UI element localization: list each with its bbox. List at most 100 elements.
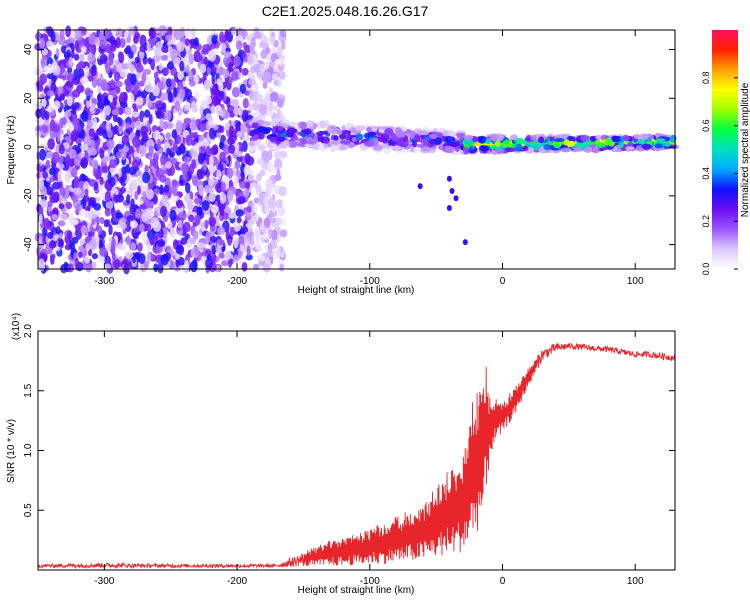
spectrogram-cell [47, 138, 55, 150]
spectrogram-cell [153, 220, 162, 232]
spectrogram-cell [243, 45, 252, 54]
spectrogram-cell [236, 216, 242, 224]
spectrogram-cell [80, 225, 87, 235]
spectrogram-cell [75, 203, 82, 212]
spectrogram-cell [276, 46, 283, 59]
spectrogram-cell [504, 147, 511, 152]
spectrogram-x-tick-label: -300 [94, 276, 114, 287]
spectrogram-cell [109, 36, 116, 45]
spectrogram-cell [154, 47, 162, 57]
spectrogram-cell [167, 122, 172, 129]
spectrogram-cell [299, 121, 308, 130]
spectrogram-cell [148, 36, 156, 47]
spectrogram-cell [640, 133, 650, 140]
spectrogram-cell [104, 105, 111, 116]
spectrogram-cell [258, 104, 268, 114]
spectrogram-cell [91, 261, 97, 269]
spectrogram-cell [249, 89, 254, 101]
spectrogram-cell [463, 134, 474, 140]
spectrogram-cell [421, 146, 430, 152]
spectrogram-cell [81, 110, 89, 122]
spectrogram-cell [279, 263, 284, 272]
spectrogram-cell [39, 37, 46, 49]
spectrogram-cell [104, 255, 111, 267]
spectrogram-cell [208, 192, 216, 202]
spectrogram-cell [80, 143, 89, 151]
spectrogram-cell [195, 54, 203, 62]
spectrogram-cell [65, 154, 71, 166]
spectrogram-cell [271, 229, 278, 242]
spectrogram-cell [52, 234, 59, 242]
spectrogram-cell [279, 229, 288, 238]
spectrogram-cell [84, 87, 92, 97]
spectrogram-cell [50, 31, 56, 43]
spectrogram-cell [178, 211, 187, 219]
spectrogram-cell [119, 186, 127, 194]
spectrogram-cell [421, 130, 428, 136]
spectrogram-cell [330, 145, 340, 150]
spectrogram-cell [116, 64, 122, 74]
spectrogram-cell [208, 178, 215, 188]
spectrogram-cell [210, 106, 216, 115]
spectrogram-cell [253, 102, 260, 111]
spectrogram-cell [259, 169, 266, 176]
spectrogram-cell [160, 54, 168, 61]
spectrogram-cell [238, 106, 243, 117]
spectrogram-cell [91, 159, 99, 170]
spectrogram-cell [58, 232, 63, 240]
spectrogram-cell [340, 143, 346, 149]
spectrogram-cell [593, 145, 599, 154]
spectrogram-cell [363, 140, 375, 147]
spectrogram-cell [276, 97, 284, 108]
spectrogram-y-tick-label: -40 [23, 237, 34, 252]
spectrogram-cell [275, 217, 282, 226]
spectrogram-cell [171, 179, 178, 187]
spectrogram-cell [113, 124, 119, 134]
spectrogram-cell [258, 120, 264, 126]
spectrogram-x-tick-label: 100 [627, 276, 644, 287]
spectrogram-cell [244, 133, 250, 143]
spectrogram-cell [92, 117, 98, 130]
spectrogram-cell [161, 194, 169, 206]
spectrogram-cell [150, 58, 156, 71]
spectrogram-cell [67, 66, 73, 74]
spectrogram-cell [477, 135, 487, 144]
colorbar-gradient [712, 30, 738, 269]
spectrogram-cell [143, 68, 152, 75]
spectrogram-cell [231, 71, 239, 81]
spectrogram-cell [247, 174, 254, 182]
spectrogram-cell [209, 155, 214, 167]
spectrogram-cell [152, 194, 158, 205]
spectrogram-cell [117, 106, 124, 115]
spectrogram-cell [129, 204, 136, 215]
spectrogram-cell [87, 75, 94, 82]
spectrogram-cell [538, 136, 545, 143]
spectrogram-cell [595, 134, 601, 140]
spectrogram-cell [152, 54, 161, 63]
spectrogram-cell [269, 136, 277, 143]
spectrogram-cell [71, 105, 77, 115]
spectrogram-cell [153, 71, 159, 80]
spectrogram-tail-point [446, 175, 452, 182]
spectrogram-cell [243, 188, 250, 198]
spectrogram-cell [413, 134, 421, 143]
spectrogram-cell [160, 154, 167, 166]
snr-x-tick-label: 100 [627, 576, 644, 587]
spectrogram-cell [264, 127, 273, 132]
spectrogram-cell [256, 126, 268, 133]
spectrogram-cell [51, 213, 58, 221]
spectrogram-cell [301, 138, 307, 145]
spectrogram-cell [163, 120, 169, 130]
spectrogram-cell [89, 147, 98, 156]
spectrogram-cell [96, 225, 103, 235]
spectrogram-cell [161, 46, 167, 53]
spectrogram-cell [73, 53, 80, 61]
spectrogram-cell [176, 135, 182, 144]
spectrogram-cell [90, 68, 97, 77]
spectrogram-cell [217, 110, 225, 117]
spectrogram-cell [266, 143, 274, 149]
spectrogram-cell [218, 141, 223, 150]
spectrogram-cell [148, 113, 153, 125]
spectrogram-cell [73, 176, 80, 188]
